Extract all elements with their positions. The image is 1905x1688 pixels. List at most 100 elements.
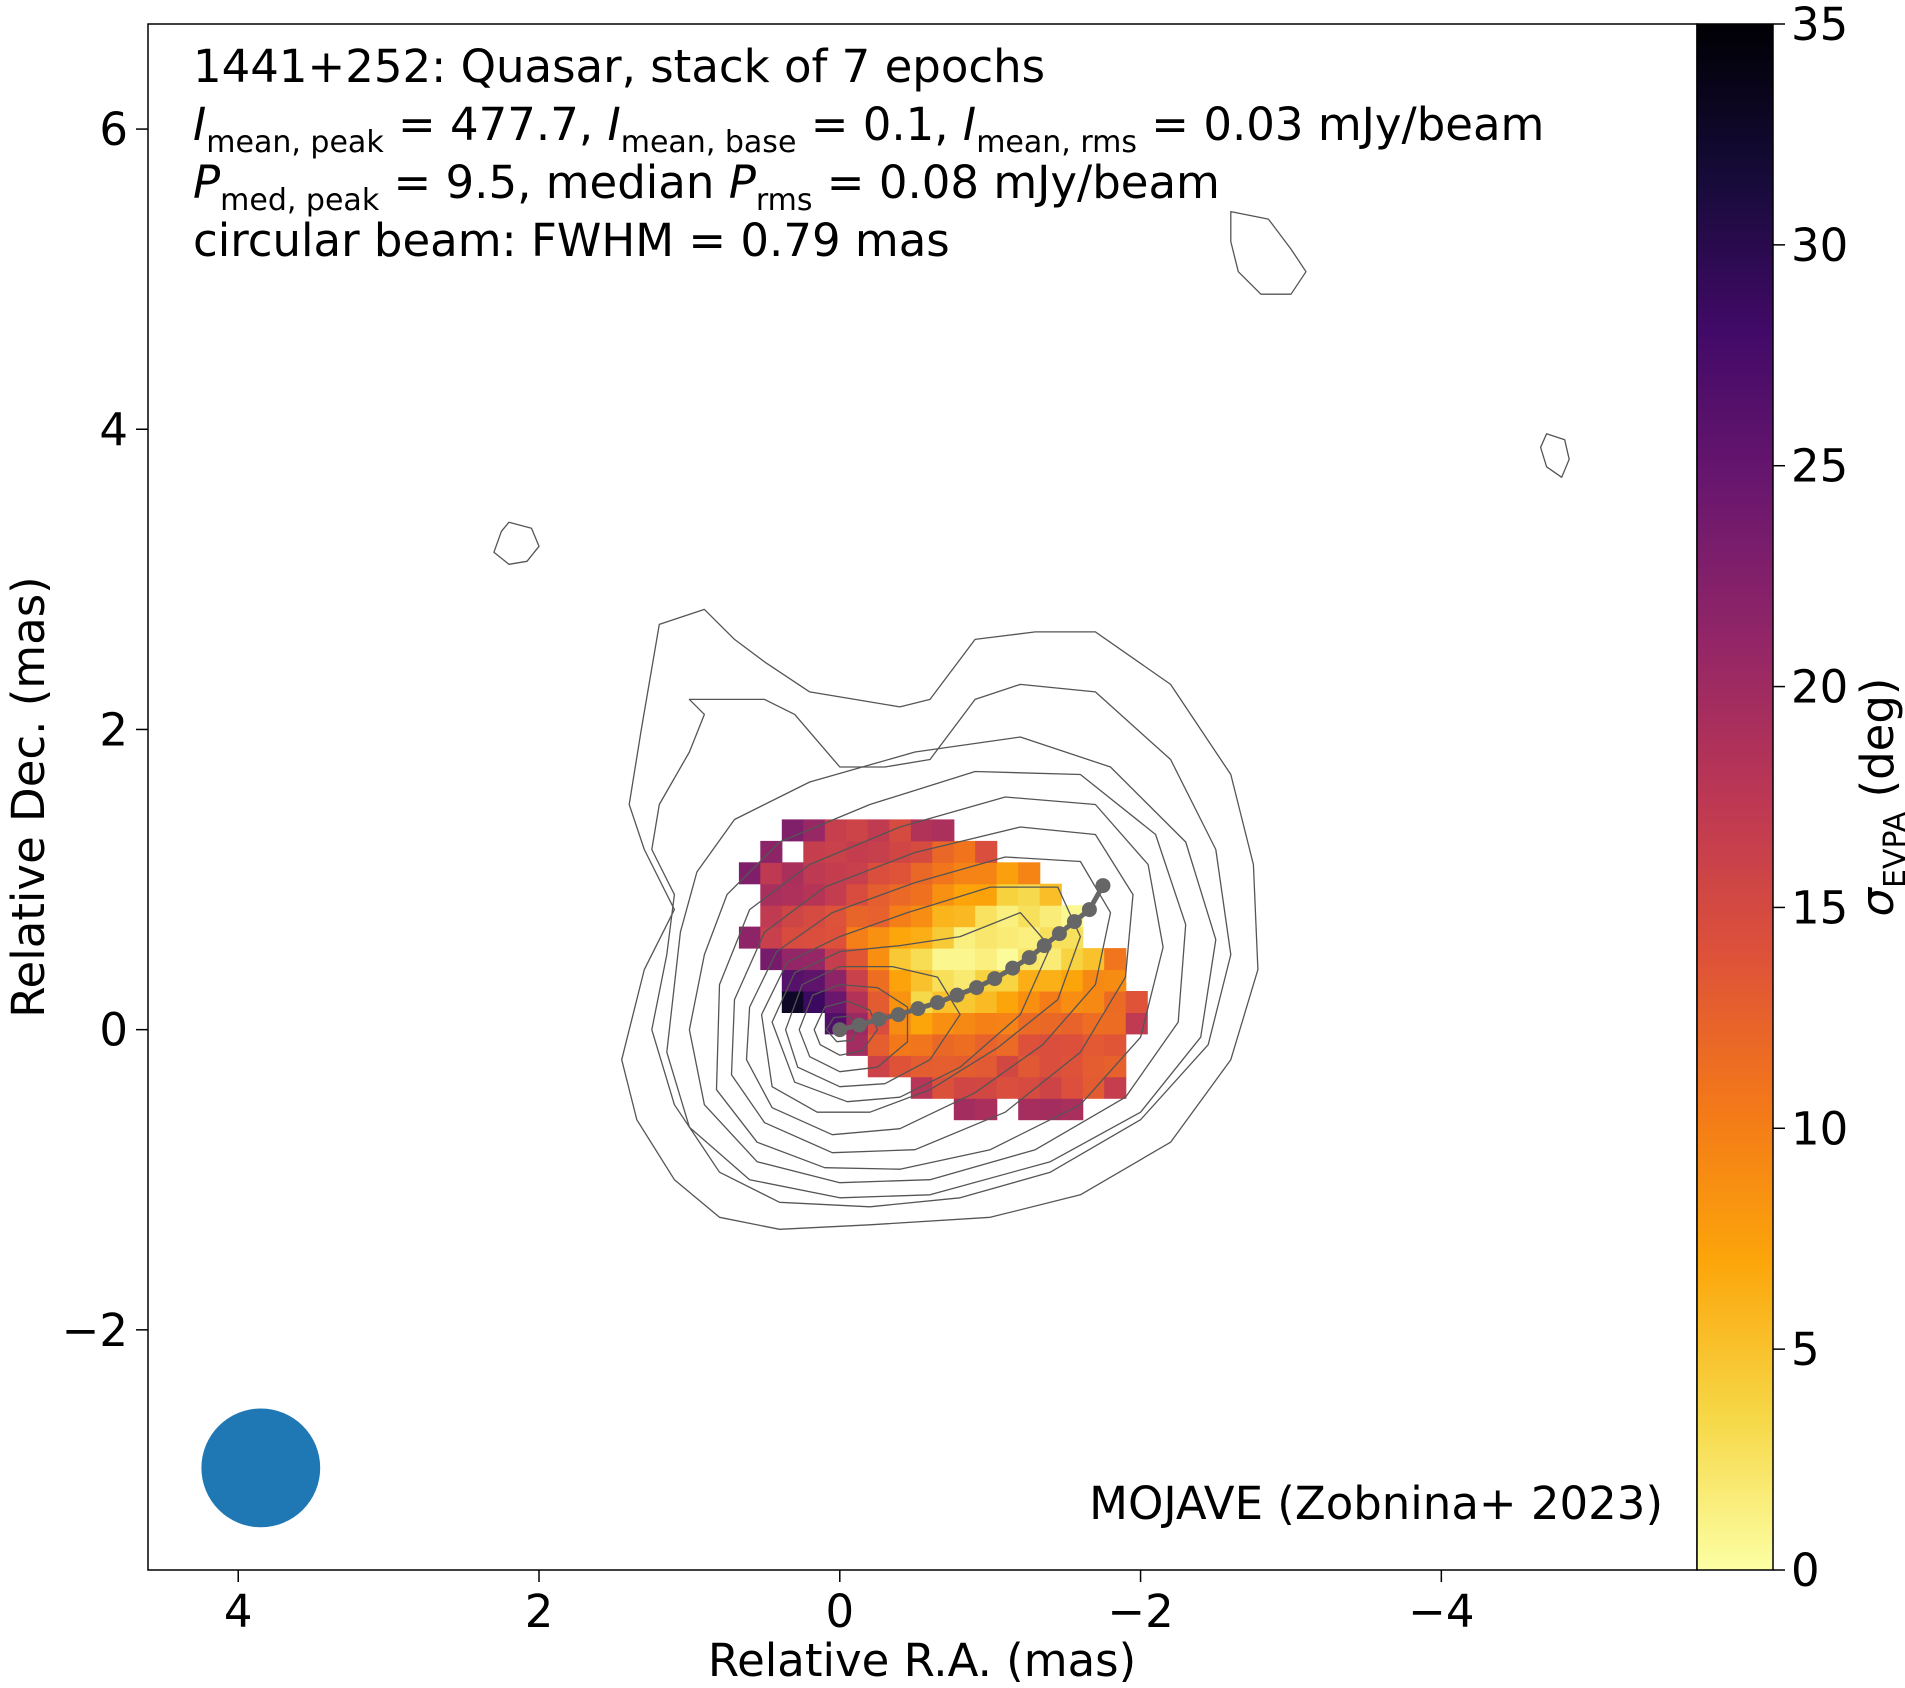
contour-line [688,770,1187,1184]
ridgeline-point [910,1001,926,1017]
heatmap-cell [1018,1033,1041,1056]
y-axis-ticks: −2 0 2 4 6 [62,103,148,1357]
heatmap-cell [1104,991,1127,1013]
x-tick-label: −4 [1408,1585,1474,1638]
heatmap-cell [1018,905,1041,928]
ridgeline-point [871,1011,887,1027]
y-tick-label: 6 [99,103,128,156]
ridgeline-point [890,1007,906,1023]
heatmap-cell [781,862,804,885]
colorbar-label: σEVPA (deg) [1851,678,1905,917]
heatmap-cell [1061,1033,1084,1056]
heatmap-cell [1082,969,1105,992]
heatmap-cell [1061,1055,1084,1078]
heatmap-cell [803,969,826,992]
heatmap-cell [867,948,890,971]
heatmap-cell [1018,883,1041,906]
heatmap-cell [975,883,998,906]
heatmap-cell [1125,991,1148,1013]
heatmap-cell [846,948,869,971]
heatmap-cell [824,883,847,906]
heatmap-cell [910,905,933,928]
heatmap-cell [953,1098,976,1121]
heatmap-cell [803,926,826,949]
x-axis-ticks: 4 2 0 −2 −4 [224,1570,1475,1638]
contour-line [651,683,1232,1208]
heatmap-cell [932,969,955,992]
heatmap-cell [953,840,976,863]
colorbar [1697,24,1773,1570]
heatmap-cell [1061,1076,1084,1099]
ridgeline-point [1081,902,1097,918]
ridgeline-point [1005,960,1021,976]
heatmap-cell [953,905,976,928]
heatmap-cell [803,991,826,1013]
annotation-line-4: circular beam: FWHM = 0.79 mas [193,214,950,267]
heatmap-cell [953,1012,976,1035]
heatmap-cell [781,905,804,928]
heatmap-cell [996,991,1019,1013]
colorbar-tick-label: 0 [1791,1544,1820,1597]
heatmap-cell [1104,948,1127,971]
heatmap-cell [1039,969,1062,992]
heatmap-cell [975,948,998,971]
ridgeline-path [839,884,1106,1033]
y-tick-label: 4 [99,403,128,456]
heatmap-cell [1018,1098,1041,1121]
annotation-line-3: Pmed, peak = 9.5, median Prms = 0.08 mJy… [193,156,1220,218]
x-tick-label: −2 [1107,1585,1173,1638]
heatmap-cell [932,905,955,928]
heatmap-cell [889,905,912,928]
heatmap-cell [953,948,976,971]
heatmap-cell [803,840,826,863]
heatmap-cell [760,948,783,971]
heatmap-cell [824,991,847,1013]
heatmap-cell [824,948,847,971]
colorbar-tick-label: 20 [1791,661,1848,714]
x-tick-label: 0 [825,1585,854,1638]
heatmap-cell [996,1012,1019,1035]
annotation-line-2: Imean, peak = 477.7, Imean, base = 0.1, … [193,98,1544,160]
heatmap-cell [867,969,890,992]
heatmap-cell [824,840,847,863]
heatmap-cell [910,1076,933,1099]
heatmap-cell [932,819,955,842]
heatmap-cell [1018,1055,1041,1078]
colorbar-tick-label: 10 [1791,1102,1848,1155]
y-tick-label: 0 [99,1004,128,1057]
contour-line [666,736,1217,1199]
colorbar-ticks: 0 5 10 15 20 25 30 35 [1773,0,1848,1597]
ridgeline-point [969,980,985,996]
heatmap-cell [760,905,783,928]
ridgeline-point [949,987,965,1003]
heatmap-cell [1104,1012,1127,1035]
heatmap-cell [996,1033,1019,1056]
heatmap-cell [760,926,783,949]
heatmap-cell [953,862,976,885]
x-tick-label: 2 [525,1585,554,1638]
contour-line [1539,433,1570,478]
ridgeline-point [832,1022,848,1038]
beam-ellipse [201,1408,321,1528]
heatmap-cell [1039,1033,1062,1056]
contour-line [760,886,1082,1113]
heatmap-cell [1104,1033,1127,1056]
heatmap-cell [996,926,1019,949]
ridgeline-point [851,1017,867,1033]
contour-line [715,796,1164,1170]
heatmap-cell [1039,948,1062,971]
heatmap-cell [910,1055,933,1078]
ridgeline-point [1066,914,1082,930]
heatmap-cell [846,819,869,842]
x-axis-label: Relative R.A. (mas) [708,1634,1136,1687]
heatmap-cell [889,948,912,971]
heatmap-cell [975,862,998,885]
credit-text: MOJAVE (Zobnina+ 2023) [1089,1477,1663,1530]
heatmap-cell [889,1055,912,1078]
ridgeline [832,878,1111,1038]
heatmap-cell [1061,991,1084,1013]
heatmap-cell [932,948,955,971]
contour-line [784,965,961,1088]
heatmap-cell [824,926,847,949]
heatmap-cell [1104,1076,1127,1099]
